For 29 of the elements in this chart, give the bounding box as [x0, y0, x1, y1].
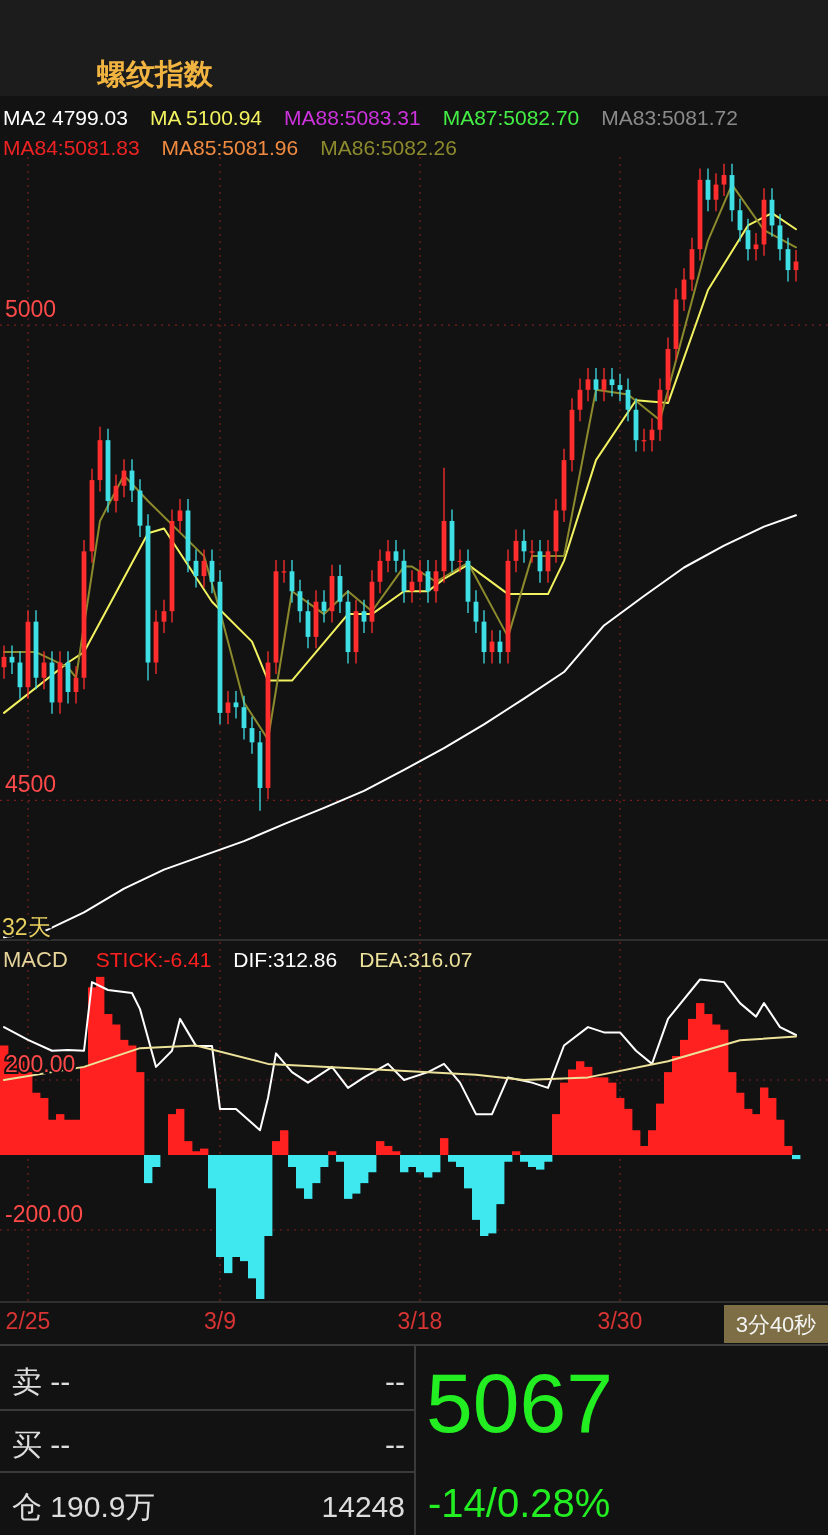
legend-label: MA85:5081.96	[161, 136, 299, 159]
text: MA86:5082.26	[320, 136, 457, 159]
x-tick-label: 3/9	[204, 1308, 236, 1334]
text: 卖 --	[12, 1365, 71, 1398]
y-tick-label: -200.00	[5, 1201, 84, 1227]
text: 买 --	[12, 1428, 71, 1461]
text: 5067	[426, 1356, 613, 1450]
text: DIF:312.86	[233, 948, 338, 971]
legend-label: MA87:5082.70	[442, 106, 580, 129]
legend-label: MA83:5081.72	[601, 106, 738, 129]
x-tick-label: 3/30	[597, 1308, 643, 1334]
chart-title: 螺纹指数	[96, 58, 214, 90]
text: 仓 190.9万	[12, 1490, 156, 1523]
legend-label: MA88:5083.31	[284, 106, 421, 129]
x-tick-label: 3/18	[397, 1308, 443, 1334]
text: --	[385, 1428, 405, 1461]
text: 3分40秒	[735, 1312, 817, 1337]
legend-label: MA84:5081.83	[3, 136, 140, 159]
series-label: STICK:-6.41	[95, 948, 212, 971]
x-tick-label: 2/25	[5, 1308, 51, 1334]
text: MA 5100.94	[149, 106, 263, 129]
text: 14248	[321, 1490, 405, 1523]
text: DEA:316.07	[359, 948, 473, 971]
y-tick-label: 4500	[5, 771, 57, 798]
chart-title: MACD	[3, 947, 68, 972]
text: --	[385, 1365, 405, 1398]
text: MA2 4799.03	[3, 106, 128, 129]
y-tick-label: 5000	[5, 296, 57, 323]
text: -14/0.28%	[428, 1481, 611, 1525]
